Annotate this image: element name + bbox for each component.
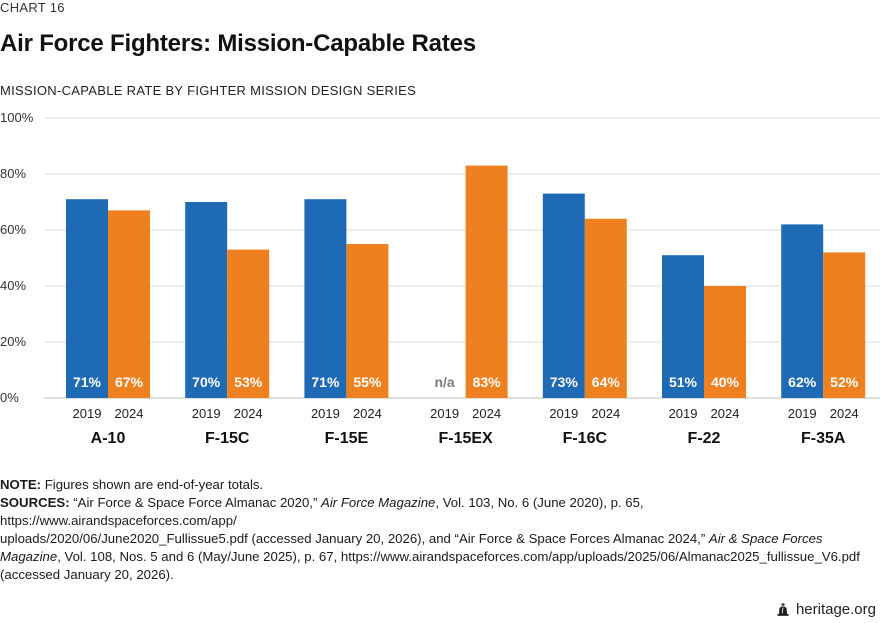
bar-value-labels: 71% 67% 70% 53% 71% 55% n/a 83% 73% 64% 51% 40% 62% 5… — [73, 374, 859, 390]
y-tick-label: 60% — [0, 222, 26, 237]
x-series-label: 2019 — [430, 406, 459, 421]
y-axis: 0% 20% 40% 60% 80% 100% — [0, 110, 34, 405]
x-series-label: 2024 — [234, 406, 263, 421]
data-label: 71% — [73, 374, 102, 390]
chart-number: CHART 16 — [0, 0, 65, 15]
x-series-label: 2019 — [549, 406, 578, 421]
x-series-label: 2019 — [788, 406, 817, 421]
x-series-label: 2024 — [591, 406, 620, 421]
x-series-label: 2019 — [192, 406, 221, 421]
x-category-label: F-22 — [688, 430, 721, 447]
sources-part1: “Air Force & Space Force Almanac 2020,” — [73, 495, 318, 510]
x-series-label: 2019 — [669, 406, 698, 421]
bar-2019-f-15e — [304, 199, 347, 398]
data-label: n/a — [434, 374, 454, 390]
bar-2024-f-35a — [823, 252, 866, 398]
x-category-label: F-35A — [801, 430, 846, 447]
x-series-label: 2024 — [115, 406, 144, 421]
bar-2024-a-10 — [108, 210, 150, 398]
data-label: 40% — [711, 374, 740, 390]
sources-mag1: Air Force Magazine — [321, 495, 436, 510]
x-category-label: A-10 — [91, 430, 126, 447]
footer-brand[interactable]: heritage.org — [776, 601, 876, 618]
sources-line-2: uploads/2020/06/June2020_Fullissue5.pdf … — [0, 530, 870, 548]
data-label: 67% — [115, 374, 144, 390]
x-series-label: 2024 — [711, 406, 740, 421]
bar-2024-f-15e — [346, 244, 389, 398]
bar-2024-f-15ex — [465, 165, 508, 398]
note-line: NOTE: Figures shown are end-of-year tota… — [0, 476, 870, 494]
bar-chart: 0% 20% 40% 60% 80% 100% 71% 67% 70% 53% 71% 55% n/a… — [0, 110, 880, 447]
x-category-label: F-15C — [205, 430, 250, 447]
bar-2024-f-16c — [584, 218, 627, 398]
gridlines — [44, 117, 880, 399]
bar-2024-f-15c — [227, 249, 270, 398]
data-label: 62% — [788, 374, 817, 390]
bar-2019-f-35a — [781, 224, 824, 398]
x-category-label: F-15E — [325, 430, 369, 447]
chart-subtitle: MISSION-CAPABLE RATE BY FIGHTER MISSION … — [0, 83, 417, 98]
data-label: 83% — [473, 374, 502, 390]
bars — [66, 165, 866, 398]
bar-2024-f-22 — [704, 286, 746, 398]
data-label: 64% — [592, 374, 621, 390]
sources-line2a: uploads/2020/06/June2020_Fullissue5.pdf … — [0, 531, 706, 546]
y-tick-label: 40% — [0, 278, 26, 293]
sources-part2: , Vol. 103, No. 6 (June 2020), p. 65, ht… — [0, 495, 644, 528]
x-series-label: 2019 — [311, 406, 340, 421]
sources-line3: , Vol. 108, Nos. 5 and 6 (May/June 2025)… — [57, 549, 860, 564]
chart-title: Air Force Fighters: Mission-Capable Rate… — [0, 30, 476, 57]
data-label: 70% — [192, 374, 221, 390]
sources-line-3: Magazine, Vol. 108, Nos. 5 and 6 (May/Ju… — [0, 548, 870, 566]
bar-2019-f-22 — [662, 255, 704, 398]
note-label: NOTE: — [0, 477, 42, 492]
y-tick-label: 80% — [0, 166, 26, 181]
note-text: Figures shown are end-of-year totals. — [44, 477, 264, 492]
bar-2019-a-10 — [66, 199, 108, 398]
x-series-label: 2024 — [472, 406, 501, 421]
data-label: 55% — [353, 374, 382, 390]
y-tick-label: 20% — [0, 334, 26, 349]
sources-mag2a: Air & Space Forces — [708, 531, 823, 546]
x-category-label: F-16C — [563, 430, 608, 447]
data-label: 51% — [669, 374, 698, 390]
x-series-label: 2019 — [73, 406, 102, 421]
data-label: 71% — [311, 374, 340, 390]
bar-2019-f-16c — [542, 193, 585, 398]
liberty-bell-icon — [776, 603, 790, 617]
data-label: 73% — [550, 374, 579, 390]
data-label: 53% — [234, 374, 263, 390]
sources-line4: (accessed January 20, 2026). — [0, 567, 174, 582]
sources-label: SOURCES: — [0, 495, 70, 510]
bar-2019-f-15c — [185, 202, 228, 398]
x-axis: 2019 2024 A-10 2019 2024 F-15C 2019 2024 F-15E 20… — [73, 406, 859, 447]
sources-mag2b: Magazine — [0, 549, 58, 564]
notes-block: NOTE: Figures shown are end-of-year tota… — [0, 476, 870, 584]
y-tick-label: 0% — [0, 390, 19, 405]
x-series-label: 2024 — [830, 406, 859, 421]
y-tick-label: 100% — [0, 110, 34, 125]
sources-line-4: (accessed January 20, 2026). — [0, 566, 870, 584]
x-category-label: F-15EX — [438, 430, 493, 447]
sources-line-1: SOURCES: “Air Force & Space Force Almana… — [0, 494, 870, 530]
x-series-label: 2024 — [353, 406, 382, 421]
data-label: 52% — [830, 374, 859, 390]
footer-brand-text: heritage.org — [795, 601, 876, 618]
